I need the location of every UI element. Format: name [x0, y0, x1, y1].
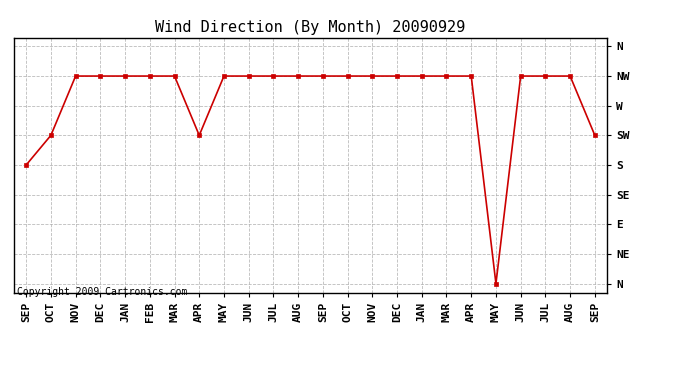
Title: Wind Direction (By Month) 20090929: Wind Direction (By Month) 20090929	[155, 20, 466, 35]
Text: Copyright 2009 Cartronics.com: Copyright 2009 Cartronics.com	[17, 287, 187, 297]
